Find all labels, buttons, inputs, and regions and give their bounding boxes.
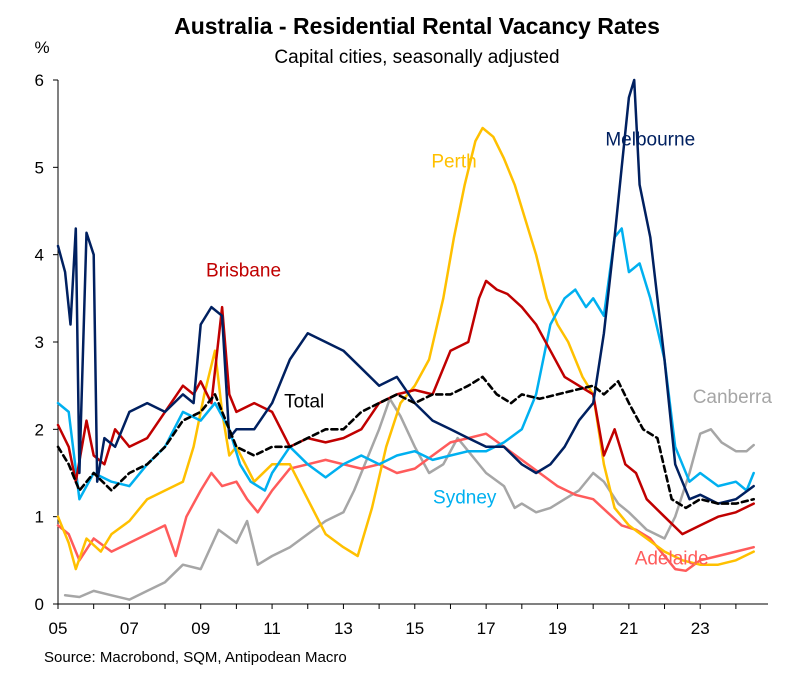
series-lines [56, 78, 756, 601]
chart-subtitle: Capital cities, seasonally adjusted [274, 47, 559, 68]
source-note: Source: Macrobond, SQM, Antipodean Macro [44, 649, 347, 666]
y-axis-unit: % [34, 38, 49, 57]
series-line-brisbane [56, 279, 755, 536]
series-labels: Canberra Adelaide Perth Sydney Brisbane Melbo… [206, 130, 772, 570]
x-tick-label: 09 [191, 619, 210, 638]
series-label-melbourne: Melbourne [605, 130, 695, 151]
x-axis: 05 07 09 11 13 15 17 19 21 23 [49, 603, 768, 638]
x-tick-label: 19 [548, 619, 567, 638]
x-tick-label: 11 [263, 619, 281, 638]
x-tick-label: 05 [49, 619, 68, 638]
chart-title: Australia - Residential Rental Vacancy R… [174, 13, 660, 39]
series-label-canberra: Canberra [693, 387, 773, 408]
x-tick-label: 21 [619, 619, 638, 638]
series-line-adelaide [56, 432, 755, 573]
series-line-canberra [63, 397, 755, 601]
y-tick-label: 5 [35, 158, 44, 177]
series-label-perth: Perth [431, 151, 476, 172]
series-line-total [56, 375, 756, 510]
series-label-adelaide: Adelaide [635, 549, 709, 570]
y-tick-label: 0 [35, 595, 44, 614]
series-label-sydney: Sydney [433, 488, 497, 509]
x-tick-label: 15 [405, 619, 424, 638]
x-tick-label: 13 [334, 619, 353, 638]
x-tick-label: 07 [120, 619, 139, 638]
series-label-total: Total [284, 392, 324, 413]
series-line-melbourne [56, 78, 755, 505]
y-tick-label: 4 [35, 246, 44, 265]
y-tick-label: 2 [35, 420, 44, 439]
x-tick-label: 17 [477, 619, 496, 638]
series-line-perth [56, 126, 755, 571]
y-tick-label: 6 [35, 71, 44, 90]
y-tick-label: 3 [35, 333, 44, 352]
series-line-sydney [56, 227, 755, 501]
y-axis: 0 1 2 3 4 5 6 [35, 71, 59, 614]
y-tick-label: 1 [35, 508, 44, 527]
x-tick-label: 23 [691, 619, 710, 638]
series-label-brisbane: Brisbane [206, 261, 281, 282]
